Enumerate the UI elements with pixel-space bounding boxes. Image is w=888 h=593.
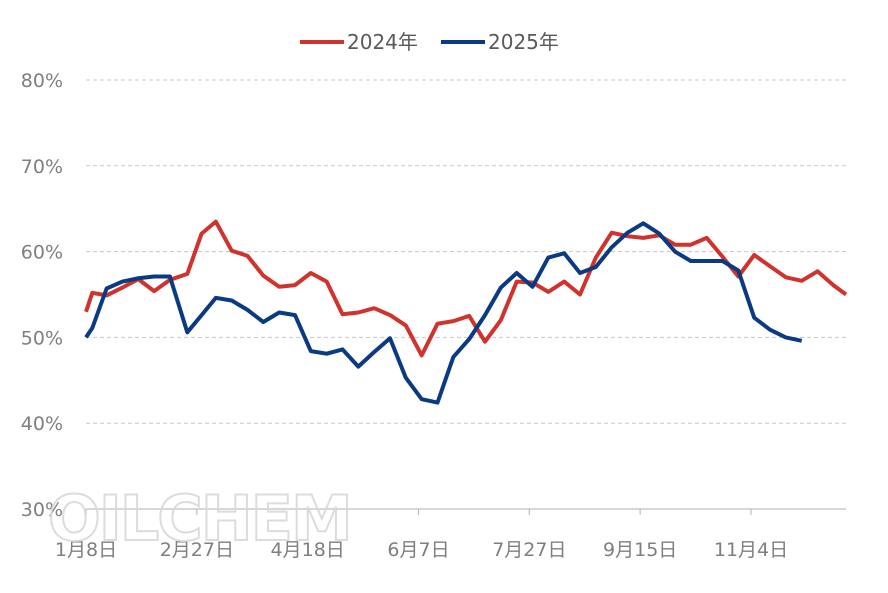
- series-line-1: [84, 219, 848, 358]
- x-tick-label: 9月15日: [603, 539, 677, 561]
- x-axis: [85, 508, 846, 515]
- y-tick-label: 80%: [21, 70, 63, 92]
- x-tick-label: 4月18日: [271, 539, 345, 561]
- y-tick-label: 60%: [21, 242, 63, 264]
- y-tick-label: 40%: [21, 413, 63, 435]
- x-tick-label: 11月4日: [714, 539, 788, 561]
- watermark-logo: OILCHEM: [48, 482, 351, 555]
- legend-label: 2024年: [347, 30, 418, 54]
- legend: 2024年 2025年: [300, 30, 559, 54]
- series-lines: [84, 219, 848, 405]
- x-tick-label: 2月27日: [160, 539, 234, 561]
- x-tick-label: 1月8日: [55, 539, 117, 561]
- x-axis-tick-labels: 1月8日 2月27日 4月18日 6月7日 7月27日 9月15日 11月4日: [55, 539, 788, 561]
- x-tick-label: 6月7日: [387, 539, 449, 561]
- series-line-2: [84, 221, 803, 405]
- y-tick-label: 50%: [21, 327, 63, 349]
- gridlines: [86, 79, 846, 424]
- legend-label: 2025年: [488, 30, 559, 54]
- y-tick-label: 70%: [21, 156, 63, 178]
- y-tick-label: 30%: [21, 499, 63, 521]
- x-tick-label: 7月27日: [492, 539, 566, 561]
- y-axis-tick-labels: 30% 40% 50% 60% 70% 80%: [21, 70, 63, 521]
